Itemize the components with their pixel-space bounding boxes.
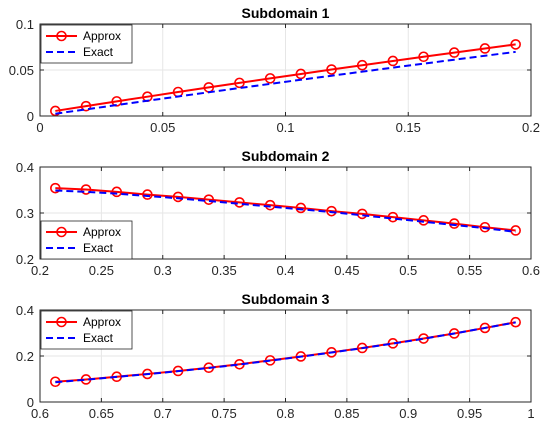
data-point [479,221,491,233]
data-point [326,205,337,217]
legend: Approx Exact [40,310,133,350]
x-tick-label: 0.1 [276,120,294,135]
subplot-1: 0 0.05 0.1 0.15 0.2 0 0.05 0.1 Subdomain 1 Approx… [9,5,540,135]
data-point [295,202,307,214]
data-point [80,100,92,112]
legend-label-exact: Exact [83,45,114,59]
y-tick-label: 0.2 [16,349,34,364]
x-tick-label: 0.85 [334,406,359,421]
y-tick-label: 0.2 [16,252,34,267]
subplot-2: 0.2 0.25 0.3 0.35 0.4 0.45 0.5 0.55 0.6 0.2 0.3 0.4… [16,148,540,278]
data-point [479,43,491,54]
legend-label-exact: Exact [83,331,114,345]
chart-title: Subdomain 3 [242,291,330,307]
data-point [448,218,460,229]
y-tick-label: 0.4 [16,303,34,318]
data-point [234,77,245,89]
data-point [295,68,307,80]
y-tick-label: 0.05 [9,63,34,78]
series-line-exact [55,321,516,384]
series-line-exact [55,50,516,115]
legend-label-approx: Approx [83,29,121,43]
data-point [50,105,61,117]
data-point [448,47,460,58]
x-tick-label: 0.65 [89,406,114,421]
data-point [510,39,521,50]
x-tick-label: 0.5 [399,263,417,278]
y-tick-label: 0.1 [16,17,34,32]
x-tick-label: 0.2 [31,263,49,278]
series-line-approx [55,43,516,112]
y-tick-label: 0.3 [16,206,34,221]
data-point [142,189,153,200]
data-point [111,186,123,198]
x-tick-label: 0.3 [154,263,172,278]
legend-box [40,24,133,64]
data-point [387,55,399,67]
data-point [172,191,184,203]
legend-box [40,310,133,350]
chart-title: Subdomain 1 [242,5,330,21]
x-tick-label: 0.55 [457,263,482,278]
chart-title: Subdomain 2 [242,148,330,164]
series-line-exact [55,189,516,233]
legend-box [40,220,133,260]
legend: Approx Exact [40,24,133,64]
x-tick-label: 0.95 [457,406,482,421]
x-tick-label: 0.45 [334,263,359,278]
x-tick-label: 0.15 [396,120,421,135]
x-tick-label: 0 [36,120,43,135]
x-tick-label: 0.9 [399,406,417,421]
x-tick-label: 0.4 [276,263,294,278]
data-point [418,51,429,63]
data-point [50,182,61,194]
data-point [510,316,521,328]
data-point [479,322,491,334]
x-tick-label: 0.2 [522,120,540,135]
data-point [326,64,337,75]
x-tick-label: 1 [527,406,534,421]
data-point [356,59,368,71]
subplot-3: 0.6 0.65 0.7 0.75 0.8 0.85 0.9 0.95 1 0 0.2 0.4 Subd… [16,291,535,421]
legend-marker [56,226,67,238]
legend-marker [56,316,67,328]
x-tick-label: 0.25 [89,263,114,278]
legend-label-approx: Approx [83,225,121,239]
legend-label-approx: Approx [83,315,121,329]
data-point [326,347,337,358]
series-line-approx [55,187,516,232]
y-tick-label: 0 [27,395,34,410]
x-tick-label: 0.6 [31,406,49,421]
y-tick-label: 0.4 [16,160,34,175]
x-tick-label: 0.05 [150,120,175,135]
legend-label-exact: Exact [83,241,114,255]
x-tick-label: 0.6 [522,263,540,278]
data-point [264,73,276,84]
x-tick-label: 0.7 [154,406,172,421]
x-tick-label: 0.35 [211,263,236,278]
x-tick-label: 0.8 [276,406,294,421]
legend-marker [56,30,67,42]
legend: Approx Exact [40,220,133,260]
y-tick-label: 0 [27,109,34,124]
x-tick-label: 0.75 [211,406,236,421]
data-point [80,184,92,195]
data-point [142,368,153,380]
